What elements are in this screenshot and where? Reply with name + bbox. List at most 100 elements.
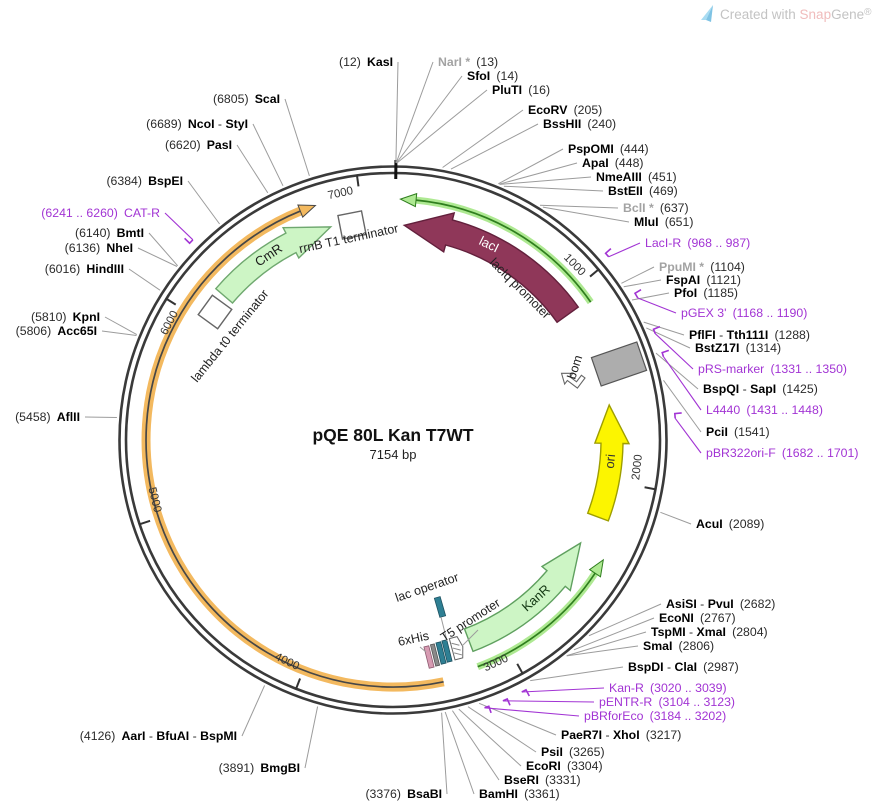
primer-label-pgex-3[interactable]: pGEX 3' (1168 .. 1190) <box>681 306 807 320</box>
enzyme-label-bsshii[interactable]: BssHII (240) <box>543 117 616 131</box>
6xhis-hatched-arrow[interactable] <box>448 636 465 661</box>
tick-2000 <box>644 486 657 491</box>
leader-scai <box>284 98 310 177</box>
leader-aflii <box>84 416 117 418</box>
enzyme-label-kasi[interactable]: (12) KasI <box>339 55 393 69</box>
orf-orange-line <box>145 210 444 688</box>
bom-glyph[interactable] <box>590 341 648 387</box>
enzyme-label-bspqi[interactable]: BspQI - SapI (1425) <box>703 382 818 396</box>
leader-bsteii <box>503 185 604 192</box>
enzyme-label-smai[interactable]: SmaI (2806) <box>643 639 714 653</box>
lambda-t0-terminator-glyph[interactable] <box>197 294 233 330</box>
enzyme-label-kpni[interactable]: (5810) KpnI <box>31 310 100 324</box>
feature-connector-line <box>461 629 479 647</box>
leader-pspomi <box>498 148 564 185</box>
primer-label-kan-r[interactable]: Kan-R (3020 .. 3039) <box>609 681 727 695</box>
leader-hindiii <box>128 268 161 291</box>
enzyme-label-apai[interactable]: ApaI (448) <box>582 156 644 170</box>
feature-connector-line <box>440 616 448 642</box>
enzyme-label-aflii[interactable]: (5458) AflII <box>15 410 80 424</box>
primer-bracket-pbrforeco <box>484 705 492 714</box>
enzyme-label-bcli[interactable]: BclI * (637) <box>623 201 689 215</box>
tick-5000 <box>138 519 151 526</box>
enzyme-label-scai[interactable]: (6805) ScaI <box>213 92 280 106</box>
enzyme-label-ecorv[interactable]: EcoRV (205) <box>528 103 602 117</box>
feature-label-ori[interactable]: ori <box>602 453 618 469</box>
enzyme-label-fspai[interactable]: FspAI (1121) <box>666 273 741 287</box>
enzyme-label-bspei[interactable]: (6384) BspEI <box>106 174 183 188</box>
leader-nhei <box>137 247 178 267</box>
orf-orange-arrowhead <box>297 204 317 218</box>
primer-label-cat-r[interactable]: (6241 .. 6260) CAT-R <box>41 206 160 220</box>
enzyme-label-pcii[interactable]: PciI (1541) <box>706 425 770 439</box>
enzyme-label-ppumi[interactable]: PpuMI * (1104) <box>659 260 745 274</box>
enzyme-label-pluti[interactable]: PluTI (16) <box>492 83 550 97</box>
enzyme-label-bsteii[interactable]: BstEII (469) <box>608 184 678 198</box>
enzyme-label-pflfi[interactable]: PflFI - Tth111I (1288) <box>689 328 810 342</box>
feature-laci[interactable] <box>402 212 580 324</box>
enzyme-label-bamhi[interactable]: BamHI (3361) <box>479 787 560 801</box>
laciq-promoter-arrow[interactable] <box>557 365 586 392</box>
enzyme-label-econi[interactable]: EcoNI (2767) <box>659 611 736 625</box>
snapgene-icon-dark-half <box>706 5 713 22</box>
operator-bar-2[interactable] <box>441 639 453 663</box>
enzyme-label-psii[interactable]: PsiI (3265) <box>541 745 605 759</box>
primer-label-prs-marker[interactable]: pRS-marker (1331 .. 1350) <box>698 362 847 376</box>
feature-kanr[interactable] <box>463 541 582 653</box>
enzyme-label-nari[interactable]: NarI * (13) <box>438 55 498 69</box>
leader-bcli <box>539 204 619 209</box>
backbone-inner-circle <box>124 171 662 709</box>
primer-label-pbr322ori-f[interactable]: pBR322ori-F (1682 .. 1701) <box>706 446 858 460</box>
primer-label-laci-r[interactable]: LacI-R (968 .. 987) <box>645 236 750 250</box>
tick-1000 <box>589 268 600 278</box>
hatch-line <box>454 652 463 656</box>
enzyme-label-nhei[interactable]: (6136) NheI <box>65 241 133 255</box>
enzyme-label-hindiii[interactable]: (6016) HindIII <box>45 262 124 276</box>
enzyme-label-bsabi[interactable]: (3376) BsaBI <box>365 787 442 801</box>
feature-cmr[interactable] <box>214 226 333 304</box>
enzyme-label-aari[interactable]: (4126) AarI - BfuAI - BspMI <box>80 729 237 743</box>
enzyme-label-sfoi[interactable]: SfoI (14) <box>467 69 518 83</box>
enzyme-label-pspomi[interactable]: PspOMI (444) <box>568 142 649 156</box>
plasmid-title-block: pQE 80L Kan T7WT 7154 bp <box>312 425 473 462</box>
enzyme-label-tspmi[interactable]: TspMI - XmaI (2804) <box>651 625 768 639</box>
enzyme-label-ncoi[interactable]: (6689) NcoI - StyI <box>146 117 248 131</box>
region-label-lac-operator[interactable]: lac operator <box>393 570 460 605</box>
enzyme-label-paer7i[interactable]: PaeR7I - XhoI (3217) <box>561 728 681 742</box>
enzyme-label-bseri[interactable]: BseRI (3331) <box>504 773 581 787</box>
leader-bmti <box>148 232 179 267</box>
enzyme-label-pfoi[interactable]: PfoI (1185) <box>674 286 738 300</box>
primer-label-l4440[interactable]: L4440 (1431 .. 1448) <box>706 403 823 417</box>
enzyme-label-bstz17i[interactable]: BstZ17I (1314) <box>695 341 781 355</box>
enzyme-label-bmti[interactable]: (6140) BmtI <box>75 226 144 240</box>
enzyme-label-mlui[interactable]: MluI (651) <box>634 215 693 229</box>
region-label-6xhis[interactable]: 6xHis <box>397 629 430 649</box>
enzyme-label-pasi[interactable]: (6620) PasI <box>165 138 232 152</box>
feature-ori[interactable] <box>586 403 631 522</box>
enzyme-label-acc65i[interactable]: (5806) Acc65I <box>16 324 97 338</box>
leader-pfoi <box>631 292 670 301</box>
primer-label-pbrforeco[interactable]: pBRforEco (3184 .. 3202) <box>584 709 726 723</box>
enzyme-label-ecori[interactable]: EcoRI (3304) <box>526 759 603 773</box>
tick-7000 <box>355 174 360 187</box>
operator-bar-1[interactable] <box>435 641 447 665</box>
tick-label-2000: 2000 <box>630 454 645 481</box>
primer-leader-pentr-r <box>502 700 595 703</box>
enzyme-label-acui[interactable]: AcuI (2089) <box>696 517 764 531</box>
rbs-bar[interactable] <box>423 645 435 669</box>
tick-label-5000: 5000 <box>145 486 163 514</box>
leader-pluti <box>396 89 488 164</box>
leader-nmeaiii <box>499 176 592 185</box>
lac-operator-bar[interactable] <box>433 596 447 618</box>
rrnb-t1-terminator-glyph[interactable] <box>337 210 367 240</box>
leader-acui <box>660 511 692 525</box>
spacer-bar[interactable] <box>429 643 441 667</box>
enzyme-label-nmeaiii[interactable]: NmeAIII (451) <box>596 170 677 184</box>
enzyme-label-asisi[interactable]: AsiSI - PvuI (2682) <box>666 597 775 611</box>
leader-pcii <box>663 380 702 433</box>
orf-green-laci-line <box>415 199 592 303</box>
leader-bspdi <box>530 666 624 682</box>
enzyme-label-bmgbi[interactable]: (3891) BmgBI <box>219 761 300 775</box>
enzyme-label-bspdi[interactable]: BspDI - ClaI (2987) <box>628 660 739 674</box>
primer-label-pentr-r[interactable]: pENTR-R (3104 .. 3123) <box>599 695 735 709</box>
